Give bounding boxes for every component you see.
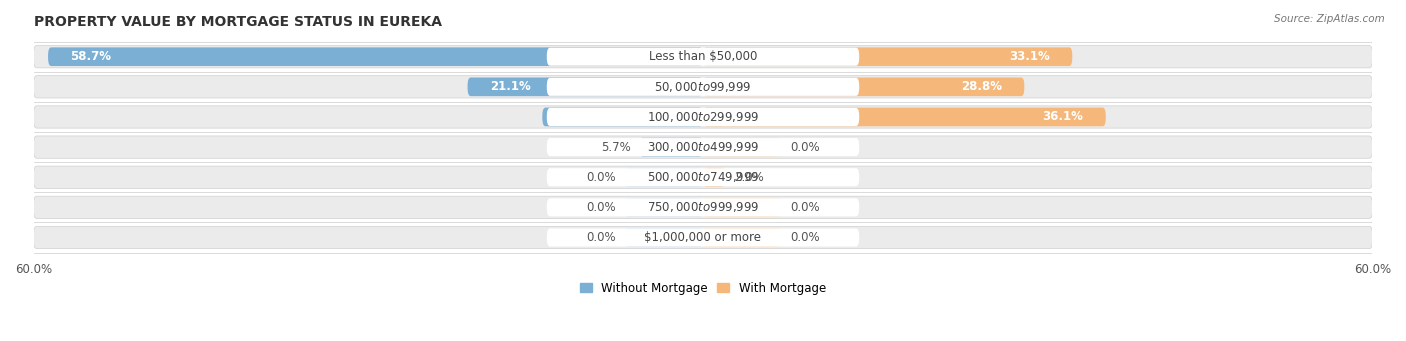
Text: 2.0%: 2.0% [734, 171, 763, 184]
FancyBboxPatch shape [624, 198, 703, 217]
FancyBboxPatch shape [703, 168, 725, 187]
FancyBboxPatch shape [624, 168, 703, 187]
Text: 21.1%: 21.1% [489, 80, 530, 93]
Text: $300,000 to $499,999: $300,000 to $499,999 [647, 140, 759, 154]
Text: 0.0%: 0.0% [586, 201, 616, 214]
Text: $1,000,000 or more: $1,000,000 or more [644, 231, 762, 244]
Text: 0.0%: 0.0% [790, 231, 820, 244]
FancyBboxPatch shape [547, 78, 859, 96]
FancyBboxPatch shape [34, 106, 1372, 128]
FancyBboxPatch shape [547, 138, 859, 156]
Text: 0.0%: 0.0% [586, 231, 616, 244]
Text: $50,000 to $99,999: $50,000 to $99,999 [654, 80, 752, 94]
FancyBboxPatch shape [547, 108, 859, 126]
FancyBboxPatch shape [547, 48, 859, 66]
Text: PROPERTY VALUE BY MORTGAGE STATUS IN EUREKA: PROPERTY VALUE BY MORTGAGE STATUS IN EUR… [34, 15, 441, 29]
FancyBboxPatch shape [48, 47, 703, 66]
Text: 0.0%: 0.0% [790, 140, 820, 153]
Text: 28.8%: 28.8% [962, 80, 1002, 93]
Text: Source: ZipAtlas.com: Source: ZipAtlas.com [1274, 14, 1385, 24]
Text: 5.7%: 5.7% [600, 140, 630, 153]
Text: 36.1%: 36.1% [1043, 110, 1084, 123]
FancyBboxPatch shape [703, 198, 782, 217]
FancyBboxPatch shape [640, 138, 703, 157]
FancyBboxPatch shape [547, 168, 859, 186]
Text: $500,000 to $749,999: $500,000 to $749,999 [647, 170, 759, 184]
Text: 33.1%: 33.1% [1010, 50, 1050, 63]
FancyBboxPatch shape [624, 228, 703, 247]
FancyBboxPatch shape [703, 228, 782, 247]
FancyBboxPatch shape [543, 108, 703, 126]
Text: $750,000 to $999,999: $750,000 to $999,999 [647, 201, 759, 214]
Text: $100,000 to $299,999: $100,000 to $299,999 [647, 110, 759, 124]
FancyBboxPatch shape [34, 46, 1372, 68]
Legend: Without Mortgage, With Mortgage: Without Mortgage, With Mortgage [575, 277, 831, 300]
FancyBboxPatch shape [703, 77, 1025, 96]
FancyBboxPatch shape [34, 196, 1372, 219]
Text: 58.7%: 58.7% [70, 50, 111, 63]
FancyBboxPatch shape [703, 108, 1105, 126]
Text: 0.0%: 0.0% [586, 171, 616, 184]
FancyBboxPatch shape [34, 166, 1372, 188]
Text: 0.0%: 0.0% [790, 201, 820, 214]
Text: Less than $50,000: Less than $50,000 [648, 50, 758, 63]
FancyBboxPatch shape [34, 136, 1372, 158]
FancyBboxPatch shape [547, 198, 859, 217]
FancyBboxPatch shape [547, 228, 859, 247]
FancyBboxPatch shape [34, 226, 1372, 249]
FancyBboxPatch shape [703, 47, 1073, 66]
FancyBboxPatch shape [34, 76, 1372, 98]
Text: 14.4%: 14.4% [565, 110, 606, 123]
FancyBboxPatch shape [468, 77, 703, 96]
FancyBboxPatch shape [703, 138, 782, 157]
